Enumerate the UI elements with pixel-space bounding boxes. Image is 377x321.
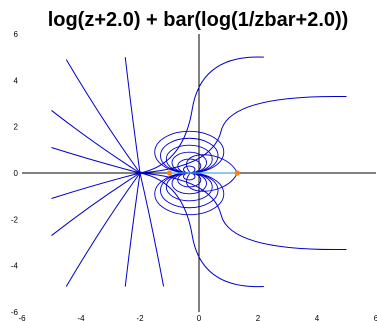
streamline (124, 172, 141, 287)
dipole-outer-lobe (186, 172, 238, 192)
streamline (139, 95, 347, 174)
streamline (65, 172, 141, 287)
dipole-outer-lobe (186, 154, 238, 174)
x-tick-label: -4 (77, 314, 85, 321)
streamline (139, 56, 264, 174)
y-tick-label: 4 (14, 76, 19, 85)
x-tick-label: 6 (374, 314, 377, 321)
streamline (139, 172, 165, 287)
marker-point (234, 170, 240, 176)
y-tick-label: 2 (14, 123, 19, 132)
y-tick-label: -6 (11, 308, 19, 317)
tick-labels: -6 -4 -2 0 2 4 6 6 4 2 0 -2 -4 -6 (11, 30, 377, 321)
streamline (65, 59, 141, 174)
source-point (138, 171, 142, 175)
x-tick-label: -6 (18, 314, 26, 321)
x-tick-label: 2 (256, 314, 261, 321)
streamline (139, 172, 347, 251)
x-tick-label: 4 (315, 314, 320, 321)
y-tick-label: -2 (11, 215, 19, 224)
streamline (51, 172, 141, 236)
streamline (51, 147, 141, 174)
y-tick-label: 0 (14, 169, 19, 178)
streamline (139, 172, 264, 288)
plot-area (22, 34, 376, 312)
streamline (51, 172, 141, 199)
y-tick-label: -4 (11, 262, 19, 271)
y-tick-label: 6 (14, 30, 19, 39)
streamline (124, 57, 141, 174)
x-tick-label: -2 (136, 314, 144, 321)
dipole-loop (160, 137, 219, 174)
marker-point (166, 170, 173, 176)
chart-title: log(z+2.0) + bar(log(1/zbar+2.0)) (48, 9, 349, 31)
streamline (51, 110, 141, 174)
dipole-loop (160, 172, 219, 209)
x-tick-label: 0 (197, 314, 202, 321)
